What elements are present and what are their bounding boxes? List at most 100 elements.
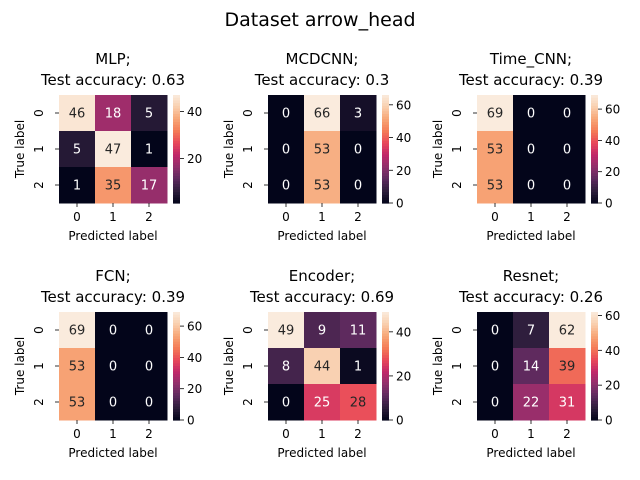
colorbar-segment <box>173 363 180 367</box>
colorbar-segment <box>173 414 180 418</box>
colorbar-tick-label: 20 <box>605 379 620 393</box>
cell-value-label: 22 <box>523 396 540 411</box>
colorbar-segment <box>591 186 598 191</box>
cell-value-label: 7 <box>527 324 535 339</box>
panel-title-line-1: Time_CNN; <box>489 50 572 69</box>
colorbar-segment <box>173 376 180 381</box>
heatmap-panel-0: MLP; Test accuracy: 0.63 46 18 5 5 47 1 1 35 17 0 1 2… <box>13 50 202 243</box>
colorbar-segment <box>382 357 389 362</box>
colorbar-segment <box>591 401 598 405</box>
colorbar-segment <box>382 159 389 164</box>
heatmap-cell <box>95 384 132 421</box>
colorbar-segment <box>591 360 598 364</box>
panel-title-line-2: Test accuracy: 0.39 <box>40 288 185 306</box>
colorbar-segment <box>591 314 598 318</box>
colorbar-segment <box>382 194 389 199</box>
cell-value-label: 0 <box>563 179 571 194</box>
colorbar-segment <box>382 336 389 340</box>
colorbar-tick-label: 40 <box>396 131 411 145</box>
colorbar-segment <box>173 111 180 115</box>
colorbar-segment <box>382 103 389 107</box>
heatmap-cell <box>95 95 132 132</box>
cell-value-label: 53 <box>314 179 331 194</box>
colorbar-segment <box>591 151 598 155</box>
y-tick-label: 0 <box>32 109 46 117</box>
colorbar-segment <box>591 135 598 139</box>
colorbar-segment <box>173 352 180 356</box>
colorbar-segment <box>173 379 180 383</box>
heatmap-cell <box>340 312 377 349</box>
x-tick-label: 0 <box>282 427 290 441</box>
colorbar-segment <box>382 135 389 139</box>
colorbar-segment <box>173 360 180 364</box>
colorbar-segment <box>173 100 180 104</box>
colorbar-segment <box>382 417 389 421</box>
heatmap-cell <box>549 131 586 168</box>
colorbar-segment <box>382 328 389 332</box>
colorbar-segment <box>382 124 389 128</box>
cell-value-label: 0 <box>527 179 535 194</box>
colorbar-segment <box>173 398 180 402</box>
panel-title-line-2: Test accuracy: 0.3 <box>254 71 390 89</box>
colorbar-segment <box>173 146 180 150</box>
heatmap-cell <box>513 95 550 132</box>
colorbar-segment <box>591 339 598 343</box>
colorbar-segment <box>591 403 598 408</box>
colorbar-segment <box>382 197 389 201</box>
colorbar-segment <box>382 398 389 402</box>
panel-title-line-1: FCN; <box>95 267 130 285</box>
colorbar-segment <box>591 317 598 321</box>
heatmap-cell <box>513 312 550 349</box>
cell-value-label: 0 <box>109 360 117 375</box>
colorbar-segment <box>382 322 389 327</box>
colorbar-segment <box>382 341 389 345</box>
colorbar-segment <box>382 167 389 172</box>
colorbar-tick-label: 40 <box>187 351 202 365</box>
x-axis-label: Predicted label <box>68 446 157 460</box>
colorbar-segment <box>382 403 389 408</box>
colorbar-segment <box>591 176 598 180</box>
colorbar-segment <box>591 140 598 145</box>
colorbar-tick-label: 0 <box>605 414 613 428</box>
cell-value-label: 0 <box>282 396 290 411</box>
heatmap-cell <box>513 131 550 168</box>
colorbar-segment <box>591 157 598 161</box>
y-tick-label: 2 <box>32 398 46 406</box>
y-tick-label: 1 <box>32 362 46 370</box>
colorbar-segment <box>382 414 389 418</box>
colorbar-segment <box>382 387 389 391</box>
colorbar-segment <box>173 393 180 397</box>
cell-value-label: 0 <box>491 396 499 411</box>
colorbar-segment <box>591 322 598 327</box>
cell-value-label: 0 <box>527 107 535 122</box>
colorbar-segment <box>591 184 598 188</box>
colorbar-segment <box>173 333 180 337</box>
heatmap-cell <box>477 95 514 132</box>
y-axis-label: True label <box>431 337 445 396</box>
heatmap-cell <box>304 312 341 349</box>
y-tick-label: 0 <box>450 326 464 334</box>
colorbar-segment <box>173 116 180 120</box>
colorbar-segment <box>591 336 598 340</box>
heatmap-cell <box>95 167 132 204</box>
panel-title-line-2: Test accuracy: 0.69 <box>249 288 394 306</box>
cell-value-label: 1 <box>73 179 81 194</box>
colorbar-segment <box>382 184 389 188</box>
cell-value-label: 49 <box>278 324 295 339</box>
heatmap-cell <box>59 95 96 132</box>
colorbar-segment <box>173 330 180 335</box>
colorbar-segment <box>591 344 598 348</box>
colorbar-segment <box>173 328 180 332</box>
colorbar-tick-label: 20 <box>396 164 411 178</box>
cell-value-label: 0 <box>354 179 362 194</box>
colorbar-segment <box>382 339 389 343</box>
y-tick-label: 0 <box>241 109 255 117</box>
cell-value-label: 53 <box>69 396 86 411</box>
heatmap-panel-5: Resnet;Test accuracy: 0.260 7 620 14 390 22 31… <box>431 267 620 460</box>
colorbar-segment <box>382 384 389 389</box>
colorbar-segment <box>591 154 598 158</box>
heatmap-cell <box>131 348 168 385</box>
colorbar-segment <box>382 393 389 397</box>
cell-value-label: 66 <box>314 107 331 122</box>
x-tick-label: 2 <box>563 210 571 224</box>
